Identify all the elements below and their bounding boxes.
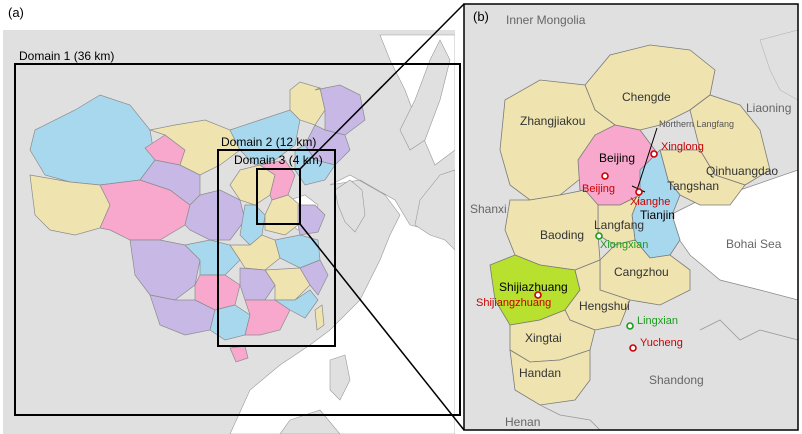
province-sichuan [184,239,241,276]
label-inner-mongolia: Inner Mongolia [506,13,586,27]
zoom-connector-bottom [299,223,465,431]
label-shanxi: Shanxi [470,202,507,216]
japan-land [414,169,455,251]
domain3-label: Domain 3 (4 km) [234,153,323,167]
region-handan [509,349,591,406]
domain1-label: Domain 1 (36 km) [19,49,114,63]
east-sea [229,174,455,434]
label-chengde: Chengde [622,90,671,104]
label-xingtai: Xingtai [525,331,562,345]
label-hengshui: Hengshui [579,299,630,313]
domain1-box [14,63,461,416]
label-cangzhou: Cangzhou [614,265,669,279]
liaoning-area [759,29,798,101]
region-baoding [504,189,601,271]
shandong-border [699,319,798,341]
domain2-label: Domain 2 (12 km) [221,135,316,149]
label-shijiazhuang: Shijiazhuang [499,280,568,294]
domain3-box [256,168,301,225]
stations-red: Xinglong Beijing Xianghe Shijiangzhuang … [476,141,704,352]
label-qinhuangdao: Qinhuangdao [706,164,778,178]
station-lingxian-marker [626,322,634,330]
station-beijing-marker [601,172,609,180]
label-langfang: Langfang [594,218,644,232]
panel-a: (a) Domain 1 (36 km) Domain 2 (12 km) Do… [3,5,461,434]
label-shandong: Shandong [649,373,704,387]
korea-land [334,179,366,233]
label-tianjin: Tianjin [640,208,675,222]
region-hengshui [564,259,631,331]
japan-north [399,39,451,151]
province-fujian [273,289,319,319]
station-shijiangzhuang-marker [534,291,542,299]
station-lingxian-label: Lingxian [637,315,678,327]
panel-b-label: (b) [473,9,489,24]
province-taiwan [314,304,325,331]
panel-b-frame [463,3,799,431]
zoom-connector-top [299,3,465,170]
label-bohai-sea: Bohai Sea [726,237,782,251]
station-xinglong-marker [650,150,658,158]
label-northern-langfang: Northern Langfang [659,119,734,129]
station-yucheng-label: Yucheng [640,337,683,349]
panel-b: (b) Inner Mongolia Liaoning Shanxi Bohai… [463,3,799,431]
station-xianghe-marker [635,188,643,196]
label-beijing: Beijing [599,151,635,165]
province-gansu [184,189,246,241]
henan-border [539,404,601,430]
province-liaoning [294,144,336,186]
station-xinglong-label: Xinglong [661,141,704,153]
label-tangshan: Tangshan [667,179,719,193]
panel-a-label: (a) [8,5,24,20]
label-handan: Handan [519,366,561,380]
stations-green: Xiongxian Lingxian [595,232,678,330]
province-zhejiang [299,259,329,296]
province-inner-mongolia-c [229,109,301,166]
domain2-box [217,149,336,347]
hebei-cities [489,44,771,406]
province-heilongjiang-w [289,81,326,126]
philippines-land [329,354,351,401]
northern-langfang-pointer [636,127,658,191]
station-xiongxian-label: Xiongxian [600,239,648,251]
label-henan: Henan [505,415,540,429]
station-xiongxian-marker [595,232,603,240]
label-zhangjiakou: Zhangjiakou [520,114,585,128]
label-liaoning: Liaoning [746,101,791,115]
label-baoding: Baoding [540,228,584,242]
station-yucheng-marker [629,344,637,352]
station-beijing-label: Beijing [582,183,615,195]
station-xianghe-label: Xianghe [630,196,670,208]
station-shijiangzhuang-label: Shijiangzhuang [476,297,551,309]
